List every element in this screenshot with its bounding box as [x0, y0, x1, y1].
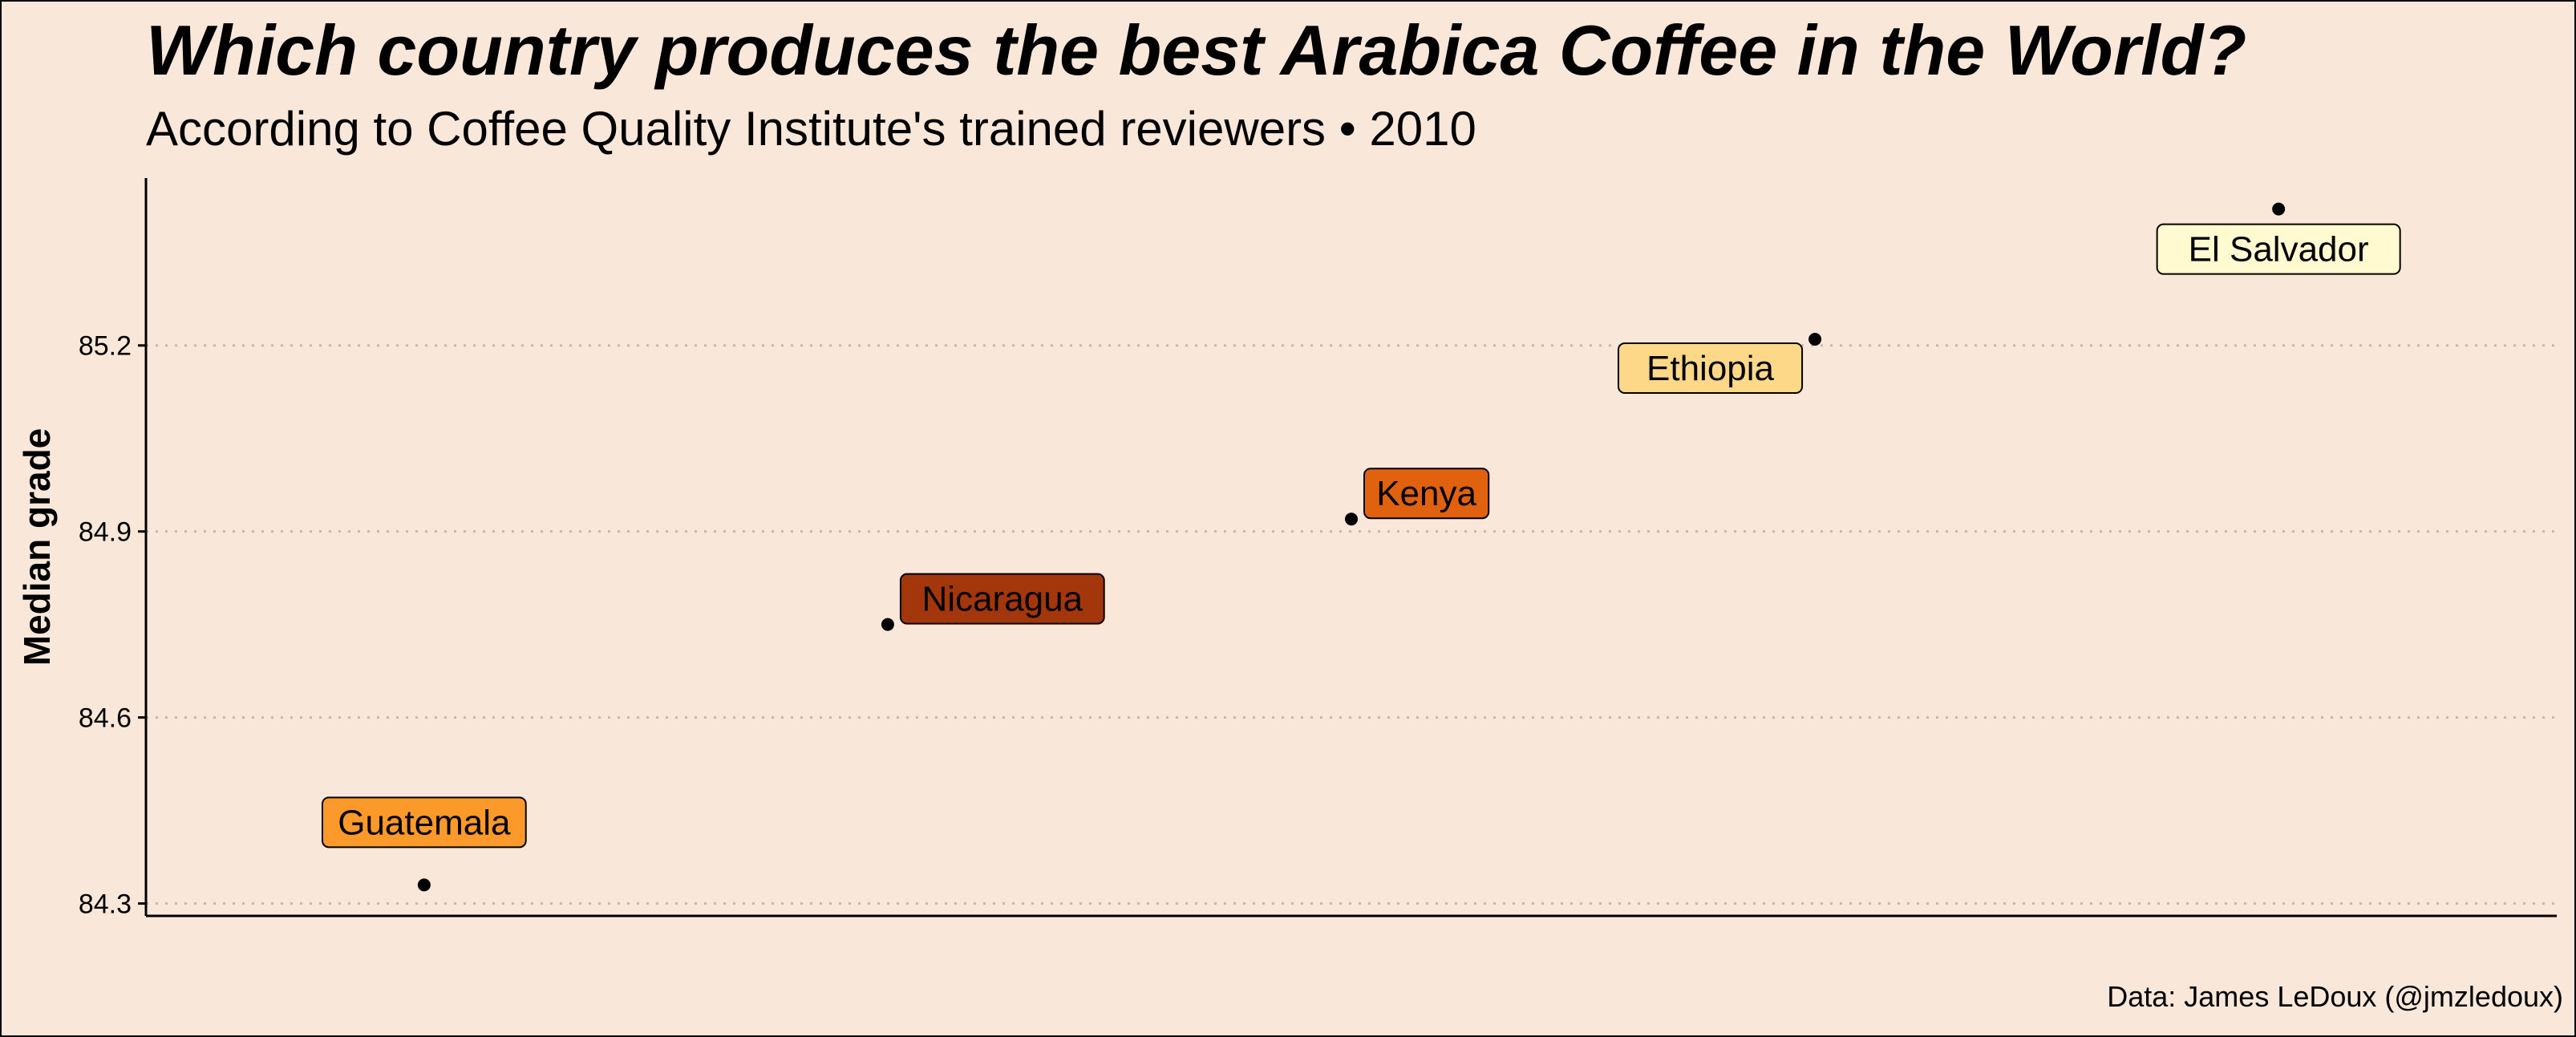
y-tick-label-1: 84.6 [79, 703, 132, 734]
label-box-guatemala [321, 796, 527, 849]
label-box-kenya [1363, 468, 1490, 520]
y-axis-label: Median grade [16, 428, 58, 666]
point-nicaragua [881, 618, 894, 631]
label-box-el-salvador [2156, 223, 2401, 275]
data-label-nicaragua: Nicaragua [922, 580, 1083, 619]
point-group-kenya: Kenya [1345, 468, 1490, 526]
point-kenya [1345, 512, 1358, 526]
point-group-ethiopia: Ethiopia [1617, 333, 1822, 395]
data-label-el-salvador: El Salvador [2189, 230, 2369, 269]
chart-caption: Data: James LeDoux (@jmzledoux) [2107, 980, 2563, 1013]
point-el-salvador [2272, 202, 2286, 216]
data-label-guatemala: Guatemala [338, 803, 511, 842]
label-box-ethiopia [1617, 342, 1804, 395]
y-ticks: 84.3 84.6 84.9 85.2 [79, 331, 146, 920]
point-guatemala [417, 878, 431, 892]
point-group-nicaragua: Nicaragua [881, 573, 1105, 631]
chart-subtitle: According to Coffee Quality Institute's … [146, 102, 1476, 156]
point-group-el-salvador: El Salvador [2156, 202, 2401, 275]
data-points: Guatemala Nicaragua Kenya Ethiopia El Salvad… [321, 202, 2401, 892]
data-label-kenya: Kenya [1376, 474, 1476, 513]
chart-title: Which country produces the best Arabica … [146, 10, 2247, 90]
y-tick-label-0: 84.3 [79, 889, 132, 920]
y-tick-label-2: 84.9 [79, 517, 132, 548]
point-ethiopia [1808, 333, 1822, 346]
data-label-ethiopia: Ethiopia [1646, 349, 1775, 388]
label-box-nicaragua [899, 573, 1105, 625]
point-group-guatemala: Guatemala [321, 796, 527, 892]
y-tick-label-3: 85.2 [79, 331, 132, 362]
axes [144, 178, 2557, 918]
